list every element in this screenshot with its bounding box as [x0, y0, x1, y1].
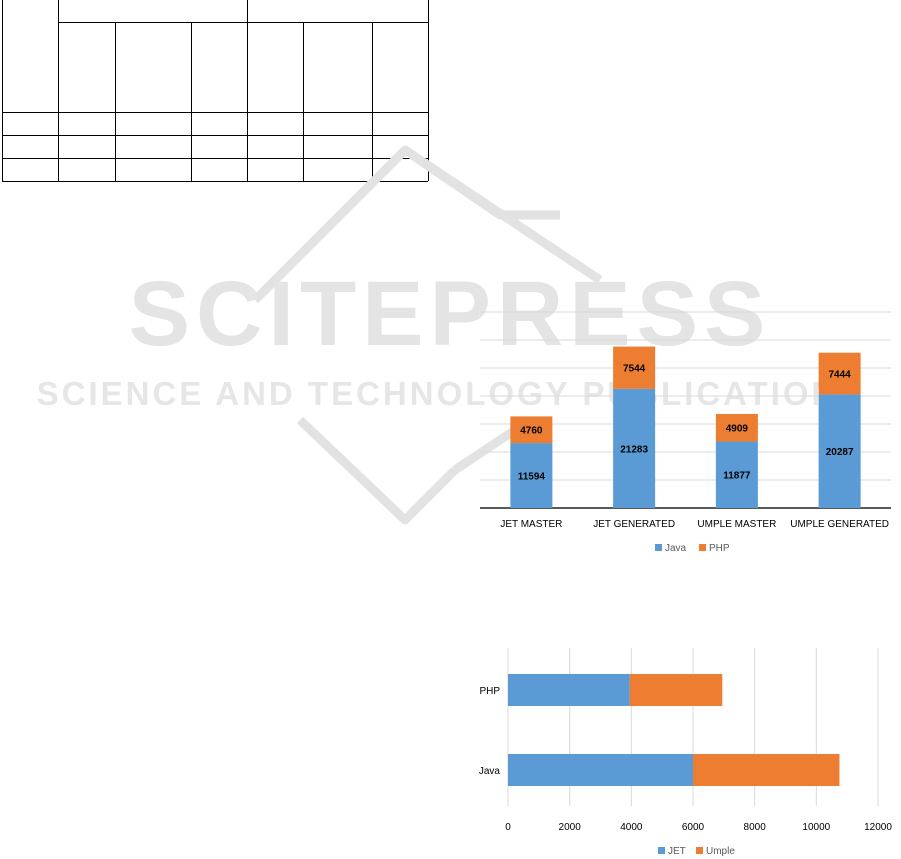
category-label: UMPLE GENERATED — [790, 519, 889, 530]
empty-table — [0, 0, 430, 182]
bar-segment-java — [818, 394, 861, 508]
category-label: UMPLE MASTER — [697, 519, 776, 530]
table-row-line-2 — [2, 158, 428, 159]
table-left-border — [2, 0, 3, 181]
table-group-divider-1 — [247, 0, 248, 181]
bar-segment-java — [510, 443, 553, 508]
data-label-php: 7544 — [623, 364, 646, 375]
table-col-divider-1 — [191, 22, 192, 181]
horizontal-bar-chart: 0 2000 4000 6000 8000 10000 12000 Java PHP JET Ump… — [479, 648, 892, 857]
data-label-java: 20287 — [826, 447, 854, 458]
x-tick-label: 12000 — [864, 822, 892, 833]
x-tick-label: 8000 — [744, 822, 767, 833]
bar-segment-php — [613, 346, 656, 389]
stacked-bar-chart: 11594 4760 JET MASTER 21283 7544 JET GENERATE… — [480, 311, 891, 554]
bar-segment-php — [818, 352, 861, 395]
legend-swatch-jet — [658, 847, 665, 854]
bar-segment-java — [715, 441, 758, 508]
x-tick-label: 4000 — [620, 822, 643, 833]
legend-label-umple: Umple — [706, 846, 735, 857]
x-tick-label: 6000 — [682, 822, 705, 833]
legend-swatch-umple — [696, 847, 703, 854]
bar-segment-umple — [693, 754, 840, 786]
table-row-line-1 — [2, 135, 428, 136]
data-label-java: 11594 — [518, 472, 546, 483]
category-label: Java — [479, 766, 501, 777]
table-col-divider-2 — [303, 22, 304, 181]
legend-swatch-java — [655, 544, 662, 551]
category-label: JET MASTER — [500, 519, 562, 530]
table-row-line-0 — [2, 112, 428, 113]
data-label-php: 4909 — [726, 424, 749, 435]
table-col-divider-3 — [372, 22, 373, 181]
bar-segment-php — [715, 413, 758, 442]
data-label-java: 21283 — [620, 444, 648, 455]
category-label: PHP — [479, 686, 500, 697]
data-label-java: 11877 — [723, 471, 751, 482]
bar-segment-umple — [629, 674, 723, 706]
table-header-line — [58, 22, 428, 23]
x-tick-label: 0 — [505, 822, 511, 833]
bar-segment-php — [510, 416, 553, 444]
legend-label-java: Java — [665, 543, 687, 554]
x-tick-label: 2000 — [559, 822, 582, 833]
x-tick-label: 10000 — [802, 822, 830, 833]
data-label-php: 7444 — [829, 370, 852, 381]
legend-label-jet: JET — [668, 846, 686, 857]
legend-label-php: PHP — [709, 543, 730, 554]
table-col-divider-0 — [115, 22, 116, 181]
table-right-border — [428, 0, 429, 181]
bar-segment-jet — [508, 754, 693, 786]
legend-swatch-php — [699, 544, 706, 551]
bar-segment-java — [613, 388, 656, 508]
table-row-line-3 — [2, 181, 428, 182]
category-label: JET GENERATED — [593, 519, 675, 530]
bar-segment-jet — [508, 674, 630, 706]
data-label-php: 4760 — [520, 426, 543, 437]
table-group-divider-0 — [58, 0, 59, 181]
